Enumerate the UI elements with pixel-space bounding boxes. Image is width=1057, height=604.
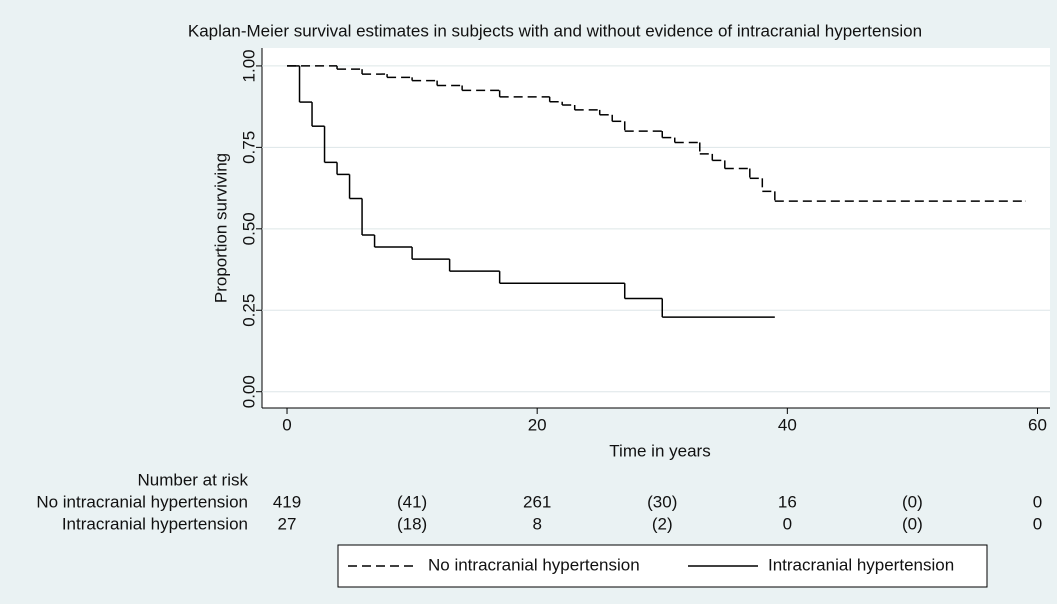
x-axis-label: Time in years — [609, 441, 710, 460]
risk-value: 16 — [778, 492, 797, 511]
risk-value: (0) — [902, 492, 923, 511]
risk-value: 0 — [1033, 514, 1042, 533]
risk-value: (0) — [902, 514, 923, 533]
risk-value: 261 — [523, 492, 551, 511]
y-axis-label: Proportion surviving — [211, 153, 230, 303]
risk-value: 27 — [278, 514, 297, 533]
x-tick-label: 40 — [778, 415, 797, 434]
x-tick-label: 0 — [282, 415, 291, 434]
risk-row-label: No intracranial hypertension — [36, 492, 248, 511]
risk-table-title: Number at risk — [137, 470, 248, 489]
risk-value: (41) — [397, 492, 427, 511]
y-tick-label: 1.00 — [239, 49, 258, 82]
risk-value: (2) — [652, 514, 673, 533]
risk-value: (30) — [647, 492, 677, 511]
y-tick-label: 0.25 — [239, 294, 258, 327]
y-tick-label: 0.00 — [239, 375, 258, 408]
x-tick-label: 60 — [1028, 415, 1047, 434]
risk-row-label: Intracranial hypertension — [62, 514, 248, 533]
y-tick-label: 0.75 — [239, 131, 258, 164]
y-tick-label: 0.50 — [239, 212, 258, 245]
chart-title: Kaplan-Meier survival estimates in subje… — [188, 21, 922, 40]
risk-value: (18) — [397, 514, 427, 533]
x-tick-label: 20 — [528, 415, 547, 434]
legend-label: No intracranial hypertension — [428, 555, 640, 574]
legend-box — [337, 544, 988, 588]
legend-label: Intracranial hypertension — [768, 555, 954, 574]
risk-value: 8 — [532, 514, 541, 533]
plot-area — [262, 48, 1050, 408]
risk-value: 0 — [783, 514, 792, 533]
risk-value: 0 — [1033, 492, 1042, 511]
risk-value: 419 — [273, 492, 301, 511]
